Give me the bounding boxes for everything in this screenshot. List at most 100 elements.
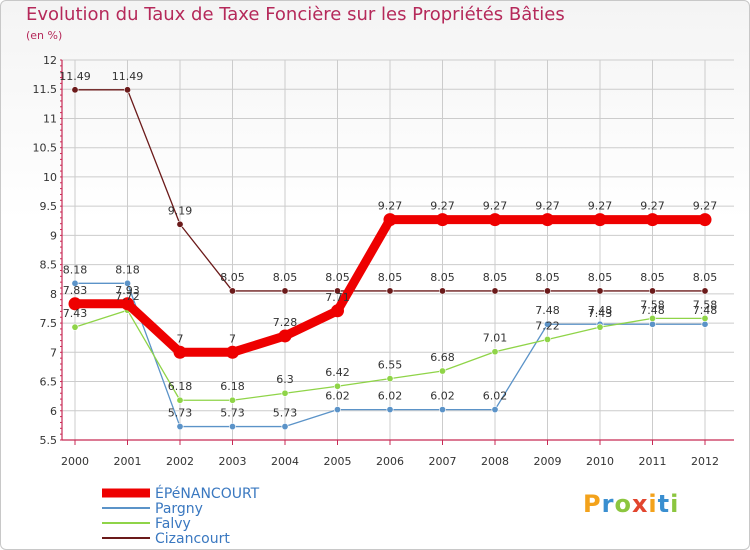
data-label: 6.68 xyxy=(430,351,455,364)
data-point xyxy=(124,279,132,287)
data-label: 8.05 xyxy=(535,271,560,284)
y-tick-label: 8 xyxy=(50,288,57,301)
data-label: 8.05 xyxy=(378,271,403,284)
data-label: 9.27 xyxy=(640,200,665,213)
data-label: 8.05 xyxy=(588,271,613,284)
y-tick-label: 6.5 xyxy=(40,376,58,389)
logo-letter: r xyxy=(601,490,615,518)
data-point xyxy=(698,213,712,227)
data-label: 7.58 xyxy=(693,298,718,311)
data-point xyxy=(281,423,289,431)
data-label: 7.01 xyxy=(483,332,508,345)
chart-title: Evolution du Taux de Taxe Foncière sur l… xyxy=(26,4,565,25)
data-label: 7 xyxy=(177,332,184,345)
data-point xyxy=(281,389,289,397)
data-point xyxy=(333,287,341,295)
data-point xyxy=(438,367,446,375)
x-tick-label: 2008 xyxy=(481,455,509,468)
x-tick-label: 2009 xyxy=(534,455,562,468)
data-point xyxy=(71,279,79,287)
data-point xyxy=(176,396,184,404)
data-label: 7.43 xyxy=(63,307,88,320)
data-point xyxy=(229,287,237,295)
data-label: 7.48 xyxy=(535,304,560,317)
y-tick-label: 7.5 xyxy=(40,317,58,330)
data-label: 5.73 xyxy=(220,407,245,420)
data-point xyxy=(121,297,134,311)
data-point xyxy=(173,345,187,359)
x-tick-label: 2007 xyxy=(429,455,457,468)
data-point xyxy=(386,287,394,295)
data-label: 9.19 xyxy=(168,204,193,217)
data-point xyxy=(331,304,344,318)
data-point xyxy=(596,323,604,331)
y-tick-label: 9.5 xyxy=(40,200,58,213)
data-label: 6.3 xyxy=(276,373,294,386)
data-point xyxy=(596,287,604,295)
data-label: 9.27 xyxy=(588,200,613,213)
data-label: 8.05 xyxy=(325,271,350,284)
data-point xyxy=(383,213,397,227)
data-label: 7.22 xyxy=(535,319,560,332)
data-label: 9.27 xyxy=(693,200,718,213)
data-point xyxy=(701,314,709,322)
data-label: 6.02 xyxy=(378,390,403,403)
data-label: 7.93 xyxy=(115,284,140,297)
data-point xyxy=(71,323,79,331)
x-tick-label: 2002 xyxy=(166,455,194,468)
x-tick-label: 2001 xyxy=(114,455,142,468)
data-label: 8.05 xyxy=(483,271,508,284)
data-label: 9.27 xyxy=(535,200,560,213)
data-point xyxy=(593,213,607,227)
legend-label: ÉPéNANCOURT xyxy=(155,485,260,502)
x-tick-label: 2006 xyxy=(376,455,404,468)
y-tick-label: 10 xyxy=(43,171,57,184)
data-point xyxy=(386,406,394,414)
data-label-layer: 11.49 11.49 9.19 8.05 8.05 8.05 8.05 8.05 8.05 8.… xyxy=(59,70,717,420)
x-tick-label: 2000 xyxy=(61,455,89,468)
legend-label: Cizancourt xyxy=(155,531,230,547)
grid-layer xyxy=(62,59,734,441)
data-label: 7.48 xyxy=(588,304,613,317)
data-point xyxy=(491,406,499,414)
data-point xyxy=(278,329,292,343)
y-tick-label: 5.5 xyxy=(40,434,58,447)
data-label: 6.55 xyxy=(378,359,403,372)
data-label: 8.05 xyxy=(640,271,665,284)
data-point xyxy=(701,320,709,328)
data-label: 11.49 xyxy=(112,70,144,83)
data-label: 8.05 xyxy=(273,271,298,284)
logo-letter: o xyxy=(614,490,632,518)
data-label: 8.05 xyxy=(220,271,245,284)
x-tick-label: 2010 xyxy=(586,455,614,468)
data-point xyxy=(646,213,659,227)
y-tick-label: 8.5 xyxy=(40,259,58,272)
data-label: 9.27 xyxy=(378,200,403,213)
data-point xyxy=(229,396,237,404)
data-label: 6.18 xyxy=(168,380,193,393)
data-point xyxy=(176,220,184,228)
data-label: 9.27 xyxy=(483,200,508,213)
data-point xyxy=(226,345,239,359)
data-label: 6.02 xyxy=(325,390,350,403)
data-point xyxy=(543,320,551,328)
logo-letter: i xyxy=(648,490,658,518)
data-label: 6.02 xyxy=(430,390,455,403)
data-point xyxy=(176,423,184,431)
data-label: 7.48 xyxy=(693,304,718,317)
data-label: 7 xyxy=(229,332,236,345)
legend-label: Pargny xyxy=(155,501,203,517)
x-tick-label: 2011 xyxy=(639,455,667,468)
y-tick-label: 12 xyxy=(43,54,57,67)
y-tick-label: 6 xyxy=(50,405,57,418)
data-point xyxy=(436,213,449,227)
data-point xyxy=(488,213,502,227)
data-point xyxy=(386,375,394,383)
data-label: 5.73 xyxy=(168,407,193,420)
data-label: 6.02 xyxy=(483,390,508,403)
data-label: 8.05 xyxy=(693,271,718,284)
data-label: 9.27 xyxy=(430,200,455,213)
y-tick-label: 10.5 xyxy=(33,142,58,155)
unit-label: (en %) xyxy=(26,29,63,42)
